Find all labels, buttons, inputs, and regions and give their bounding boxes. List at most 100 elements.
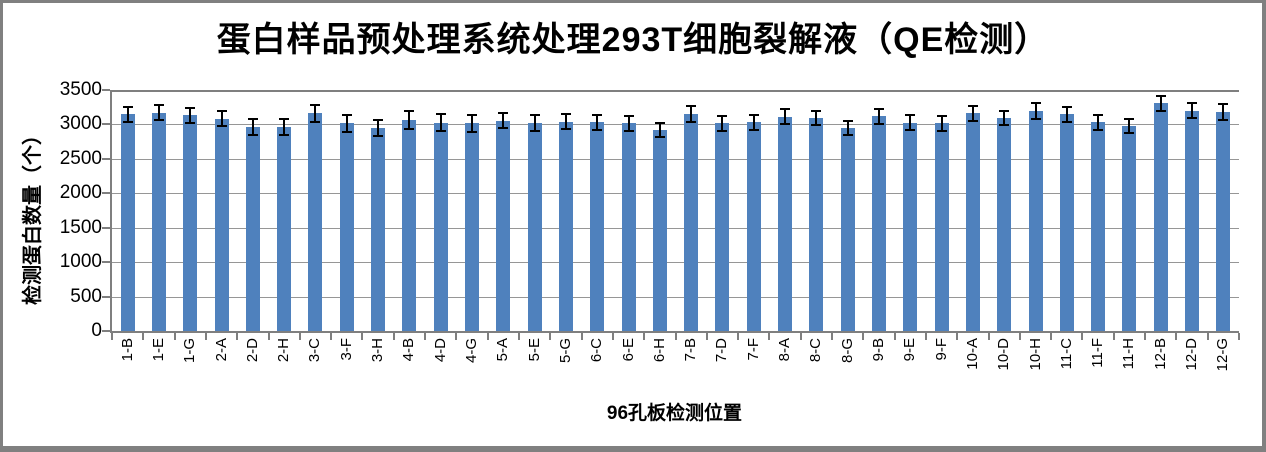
x-tick-mark	[768, 333, 771, 340]
error-bar-cap-bottom-8-C	[811, 124, 822, 127]
x-tick-mark	[1206, 333, 1209, 340]
error-bar-cap-bottom-6-C	[592, 128, 603, 131]
error-bar-cap-top-7-D	[717, 114, 728, 117]
error-bar-cap-top-6-C	[592, 114, 603, 117]
gridline-2000	[112, 193, 1239, 195]
bar-12-B	[1153, 103, 1168, 331]
y-tick-label: 2500	[59, 147, 102, 169]
gridline-500	[112, 296, 1239, 298]
error-bar-cap-top-8-C	[811, 109, 822, 112]
error-bar-cap-bottom-6-H	[654, 136, 665, 139]
error-bar-4-D	[439, 114, 442, 132]
error-bar-cap-bottom-9-F	[936, 129, 947, 132]
x-tick-mark	[737, 333, 740, 340]
x-tick-mark	[987, 333, 990, 340]
y-tick-label: 0	[91, 320, 102, 341]
x-tick-mark	[236, 333, 239, 340]
error-bar-cap-bottom-12-D	[1187, 117, 1198, 120]
x-tick-mark	[204, 333, 207, 340]
error-bar-9-F	[940, 116, 943, 131]
x-category-label: 6-H	[650, 338, 668, 363]
error-bar-5-A	[502, 113, 505, 129]
bar-11-C	[1059, 114, 1074, 331]
bar-9-F	[934, 123, 949, 331]
bar-4-G	[465, 123, 479, 331]
bar-2-D	[245, 127, 260, 331]
x-tick-mark	[674, 333, 677, 340]
error-bar-cap-top-2-H	[279, 117, 290, 120]
x-tick-mark	[549, 333, 552, 340]
x-category-label: 3-F	[337, 338, 355, 361]
error-bar-cap-top-8-A	[780, 108, 791, 111]
error-bar-11-H	[1128, 118, 1131, 134]
x-tick-mark	[267, 333, 270, 340]
x-category-label: 5-E	[525, 338, 543, 362]
x-category-label: 9-E	[901, 338, 919, 362]
bar-1-E	[151, 112, 166, 331]
bar-8-C	[809, 117, 824, 331]
y-tick-mark	[102, 192, 110, 195]
x-tick-mark	[1144, 333, 1147, 340]
error-bar-cap-top-6-H	[654, 121, 665, 124]
bar-11-F	[1091, 122, 1106, 331]
error-bar-12-G	[1222, 103, 1225, 120]
x-tick-mark	[862, 333, 865, 340]
error-bar-cap-top-12-D	[1187, 102, 1198, 105]
bar-5-E	[527, 123, 542, 331]
error-bar-2-D	[251, 119, 254, 136]
gridline-3000	[112, 124, 1239, 126]
x-tick-mark	[799, 333, 802, 340]
x-category-label: 6-E	[619, 338, 637, 362]
error-bar-cap-top-3-F	[341, 114, 352, 117]
error-bar-6-H	[658, 122, 661, 138]
error-bar-cap-top-11-C	[1061, 105, 1072, 108]
error-bar-4-B	[408, 111, 411, 129]
error-bar-cap-bottom-10-H	[1030, 117, 1041, 120]
error-bar-cap-bottom-12-G	[1218, 118, 1229, 121]
error-bar-11-F	[1097, 115, 1100, 130]
y-tick-label: 3500	[59, 79, 102, 100]
x-tick-mark	[142, 333, 145, 340]
error-bar-12-D	[1191, 103, 1194, 119]
x-tick-mark	[831, 333, 834, 340]
error-bar-cap-bottom-2-H	[279, 134, 290, 137]
x-category-label: 11-H	[1120, 338, 1138, 370]
x-category-label: 1-B	[118, 338, 136, 362]
error-bar-9-B	[877, 108, 880, 124]
error-bar-cap-top-12-B	[1155, 94, 1166, 97]
error-bar-6-C	[596, 115, 599, 130]
error-bar-6-E	[627, 115, 630, 131]
bar-10-D	[997, 117, 1012, 331]
x-tick-mark	[956, 333, 959, 340]
error-bar-cap-top-1-B	[122, 105, 133, 108]
error-bar-8-C	[815, 110, 818, 126]
error-bar-11-C	[1065, 106, 1068, 122]
error-bar-cap-bottom-11-C	[1061, 120, 1072, 123]
error-bar-cap-bottom-7-F	[748, 128, 759, 131]
x-category-label: 5-G	[556, 338, 574, 364]
error-bar-cap-bottom-2-D	[247, 134, 258, 137]
x-category-label: 1-E	[149, 338, 167, 362]
x-category-label: 8-C	[807, 338, 825, 363]
error-bar-5-E	[533, 115, 536, 132]
error-bar-cap-bottom-1-B	[122, 120, 133, 123]
error-bar-cap-bottom-2-A	[216, 125, 227, 128]
x-category-label: 7-B	[682, 338, 700, 362]
error-bar-cap-top-5-G	[560, 113, 571, 116]
error-bar-cap-bottom-8-A	[780, 123, 791, 126]
x-category-label: 7-D	[713, 338, 731, 363]
x-tick-mark	[517, 333, 520, 340]
bar-12-G	[1216, 111, 1231, 331]
x-tick-mark	[111, 333, 113, 340]
error-bar-cap-top-1-E	[153, 104, 164, 107]
y-tick-mark	[102, 261, 110, 264]
bar-3-F	[339, 123, 354, 331]
x-tick-mark	[1081, 333, 1084, 340]
bar-7-F	[746, 122, 761, 331]
gridline-2500	[112, 158, 1239, 160]
bar-10-A	[965, 113, 980, 331]
gridline-3500	[112, 90, 1239, 92]
bar-5-G	[558, 121, 573, 331]
y-tick-mark	[102, 226, 110, 229]
error-bar-cap-top-10-H	[1030, 101, 1041, 104]
